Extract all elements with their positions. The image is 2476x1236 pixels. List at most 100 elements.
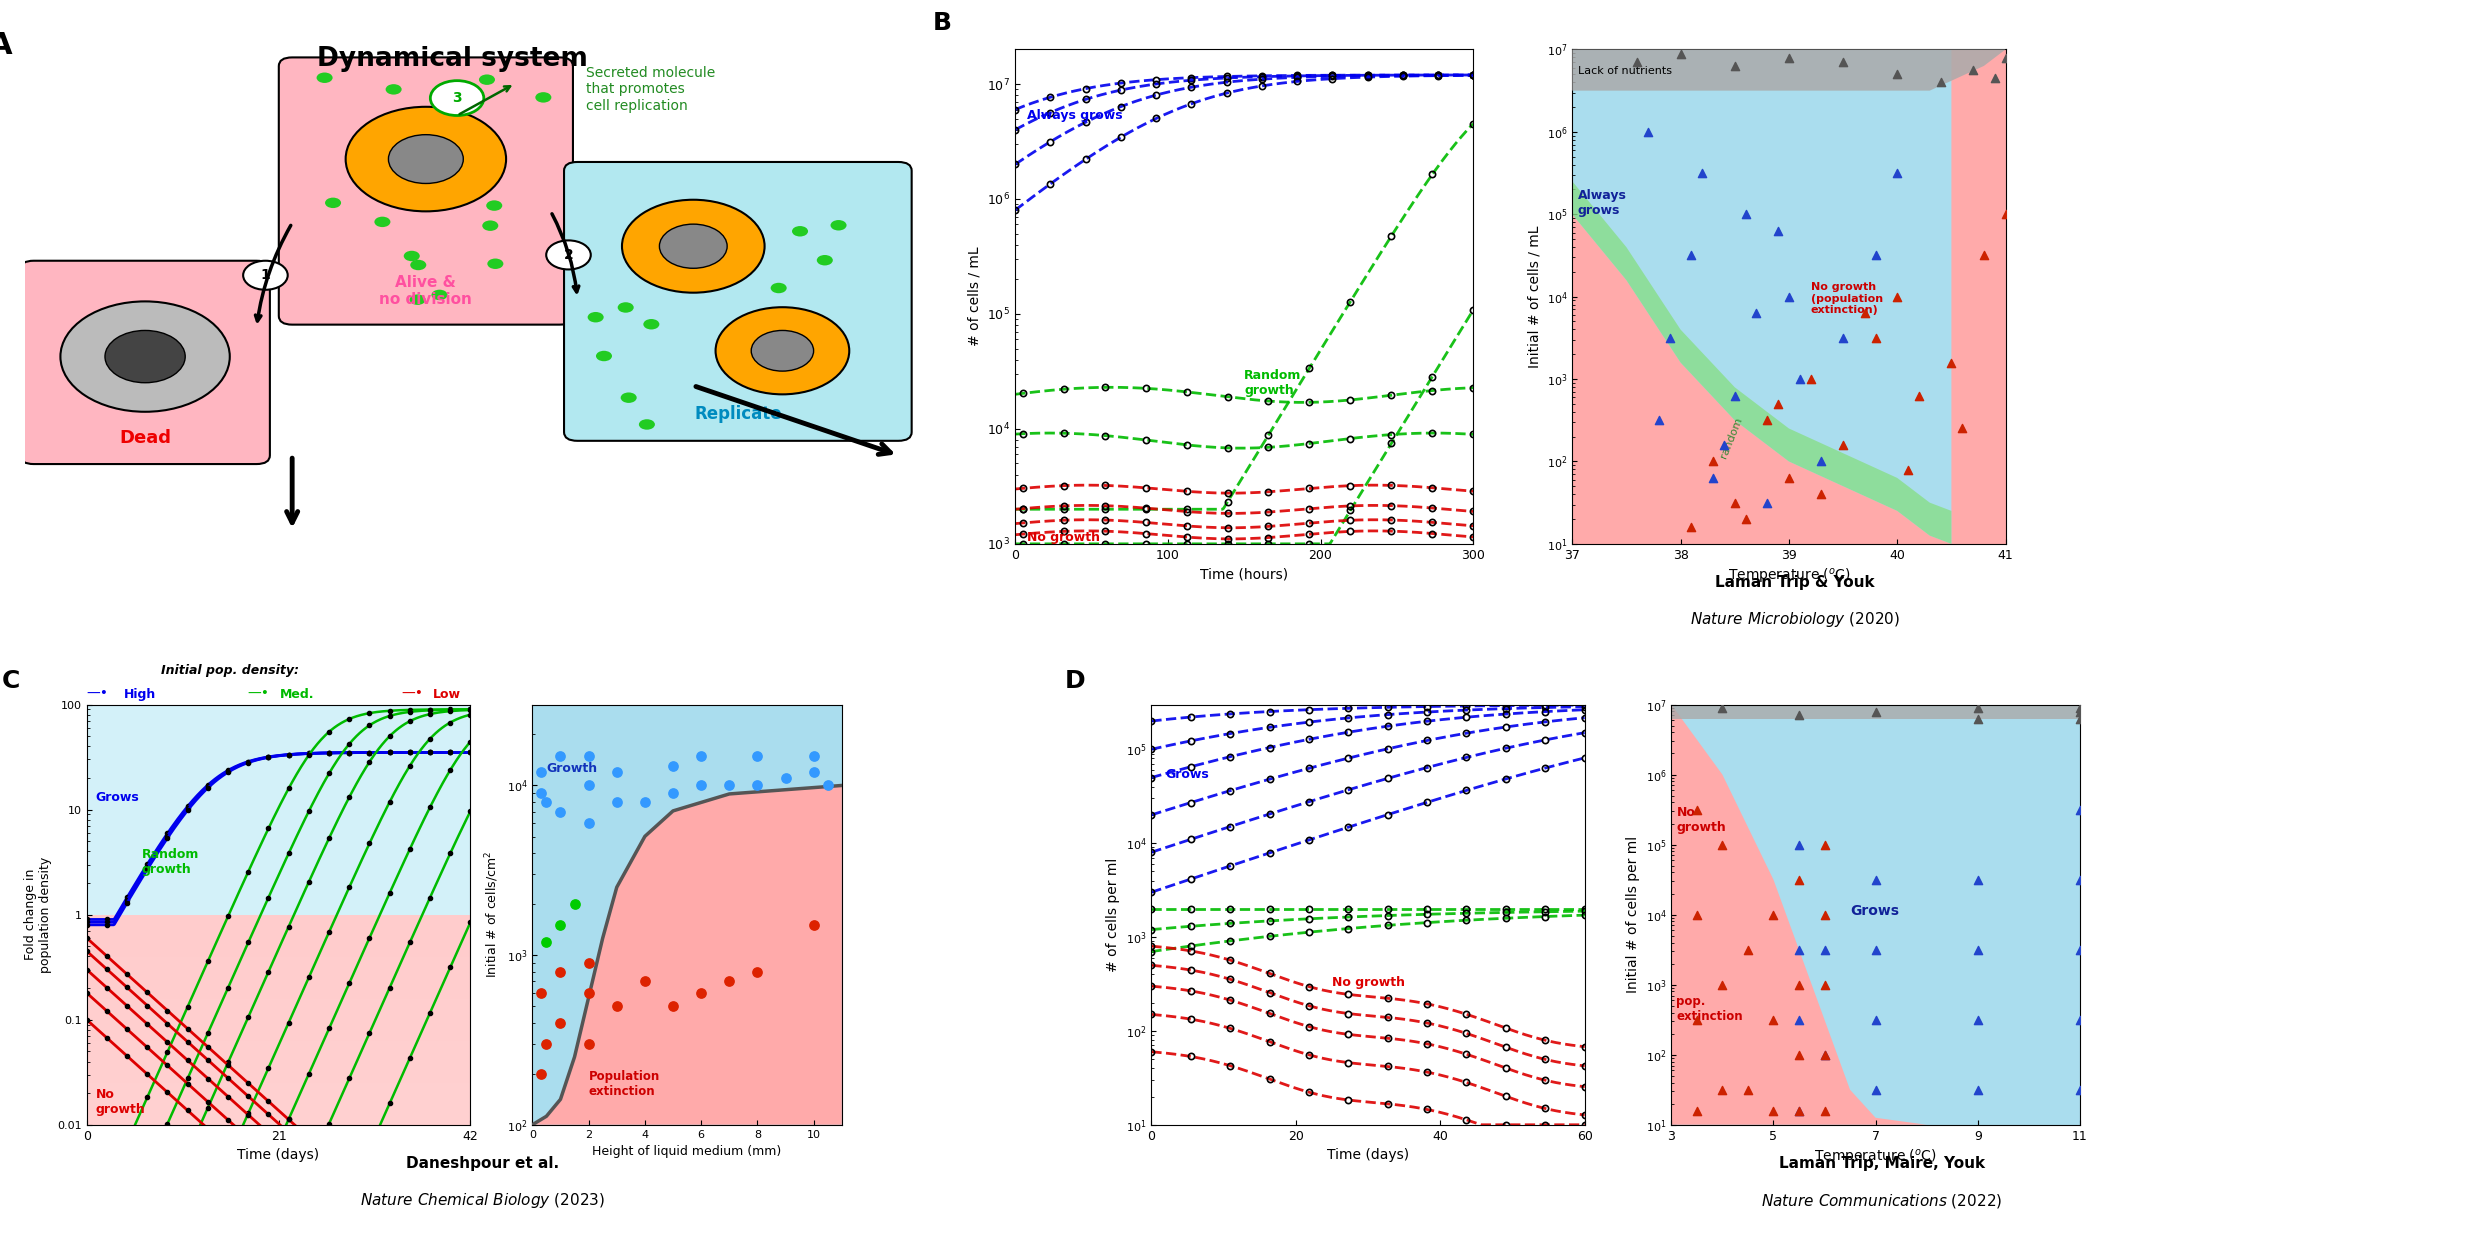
Text: No growth: No growth xyxy=(1332,976,1404,989)
Point xyxy=(654,784,693,803)
Circle shape xyxy=(597,351,612,361)
Text: Growth: Growth xyxy=(547,763,597,775)
Point xyxy=(1716,56,1755,75)
Circle shape xyxy=(817,255,832,266)
Point xyxy=(1728,1080,1768,1100)
X-axis label: Time (hours): Time (hours) xyxy=(1201,567,1288,581)
Circle shape xyxy=(478,74,495,85)
Point xyxy=(681,745,721,765)
Point xyxy=(1963,246,2003,266)
Circle shape xyxy=(770,283,787,293)
Point xyxy=(527,1035,567,1054)
Text: —•: —• xyxy=(248,686,270,700)
Text: 3: 3 xyxy=(453,91,463,105)
Point xyxy=(765,769,805,789)
Point xyxy=(2060,1010,2100,1030)
Point xyxy=(1944,419,1983,439)
Point xyxy=(1857,328,1897,347)
Text: random: random xyxy=(1718,415,1743,460)
Point xyxy=(654,756,693,776)
Point xyxy=(1770,48,1810,68)
Point xyxy=(1845,303,1884,323)
Circle shape xyxy=(488,258,503,269)
Point xyxy=(2060,800,2100,819)
Point xyxy=(1803,451,1842,471)
Point xyxy=(569,1035,609,1054)
Circle shape xyxy=(621,200,765,293)
Text: Initial pop. density:: Initial pop. density: xyxy=(161,664,300,676)
Text: Replicate: Replicate xyxy=(693,405,782,424)
Point xyxy=(569,775,609,795)
Point xyxy=(1748,410,1788,430)
Point xyxy=(1649,328,1689,347)
Point xyxy=(1661,43,1701,63)
Point xyxy=(569,745,609,765)
Point xyxy=(1703,435,1743,455)
Point xyxy=(1676,905,1716,925)
Point xyxy=(540,802,579,822)
Point xyxy=(555,894,594,913)
Circle shape xyxy=(792,226,807,236)
Point xyxy=(1822,435,1862,455)
Point xyxy=(1703,834,1743,854)
Y-axis label: Initial # of cells per ml: Initial # of cells per ml xyxy=(1627,836,1639,994)
Text: $\it{Nature\ Microbiology}$ (2020): $\it{Nature\ Microbiology}$ (2020) xyxy=(1691,611,1899,629)
Point xyxy=(1877,287,1916,307)
Text: Laman Trip & Youk: Laman Trip & Youk xyxy=(1716,575,1874,590)
X-axis label: Height of liquid medium (mm): Height of liquid medium (mm) xyxy=(592,1146,782,1158)
Point xyxy=(1780,1101,1820,1121)
Point xyxy=(569,813,609,833)
Point xyxy=(1976,68,2015,88)
Text: Random
growth: Random growth xyxy=(141,848,198,876)
Circle shape xyxy=(404,251,421,261)
Y-axis label: Initial # of cells/cm$^2$: Initial # of cells/cm$^2$ xyxy=(483,852,500,978)
Text: Alive &
no division: Alive & no division xyxy=(379,274,473,308)
Point xyxy=(1703,698,1743,718)
Point xyxy=(1726,204,1765,224)
Point xyxy=(1726,509,1765,529)
Text: No growth: No growth xyxy=(1028,531,1099,544)
Point xyxy=(1959,1080,1998,1100)
Point xyxy=(1780,1101,1820,1121)
Text: Lack of nutrients: Lack of nutrients xyxy=(1577,67,1671,77)
Text: $\it{Nature\ Chemical\ Biology}$ (2023): $\it{Nature\ Chemical\ Biology}$ (2023) xyxy=(359,1192,607,1210)
Point xyxy=(1676,1101,1716,1121)
X-axis label: Temperature ($^o$C): Temperature ($^o$C) xyxy=(1815,1148,1936,1167)
Text: Always
grows: Always grows xyxy=(1577,189,1627,218)
Point xyxy=(738,775,777,795)
Point xyxy=(1959,870,1998,890)
Point xyxy=(1805,905,1845,925)
Y-axis label: Fold change in
population density: Fold change in population density xyxy=(25,857,52,973)
Text: Random
growth: Random growth xyxy=(1245,370,1302,397)
Point xyxy=(1703,1080,1743,1100)
Point xyxy=(1959,698,1998,718)
Point xyxy=(540,1012,579,1032)
X-axis label: Time (days): Time (days) xyxy=(238,1148,319,1162)
Point xyxy=(597,996,636,1016)
Point xyxy=(681,775,721,795)
Point xyxy=(1889,460,1929,480)
Text: 2: 2 xyxy=(565,248,574,262)
Text: Secreted molecule
that promotes
cell replication: Secreted molecule that promotes cell rep… xyxy=(587,66,716,112)
Point xyxy=(1694,451,1733,471)
Point xyxy=(1986,204,2025,224)
Text: pop.
extinction: pop. extinction xyxy=(1676,995,1743,1022)
Y-axis label: # of cells per ml: # of cells per ml xyxy=(1107,858,1119,971)
Circle shape xyxy=(104,330,186,383)
Y-axis label: Initial # of cells / mL: Initial # of cells / mL xyxy=(1528,225,1540,368)
Point xyxy=(1770,287,1810,307)
Point xyxy=(738,962,777,981)
Text: Laman Trip, Maire, Youk: Laman Trip, Maire, Youk xyxy=(1778,1156,1986,1170)
Circle shape xyxy=(829,220,847,230)
Point xyxy=(1676,1010,1716,1030)
Circle shape xyxy=(243,261,287,289)
Text: D: D xyxy=(1065,669,1084,692)
Text: Daneshpour et al.: Daneshpour et al. xyxy=(406,1156,560,1170)
Point xyxy=(1805,834,1845,854)
Point xyxy=(520,983,560,1002)
Point xyxy=(1822,52,1862,72)
Point xyxy=(1857,1010,1897,1030)
Point xyxy=(795,916,834,936)
Circle shape xyxy=(431,80,483,115)
Text: High: High xyxy=(124,688,156,701)
